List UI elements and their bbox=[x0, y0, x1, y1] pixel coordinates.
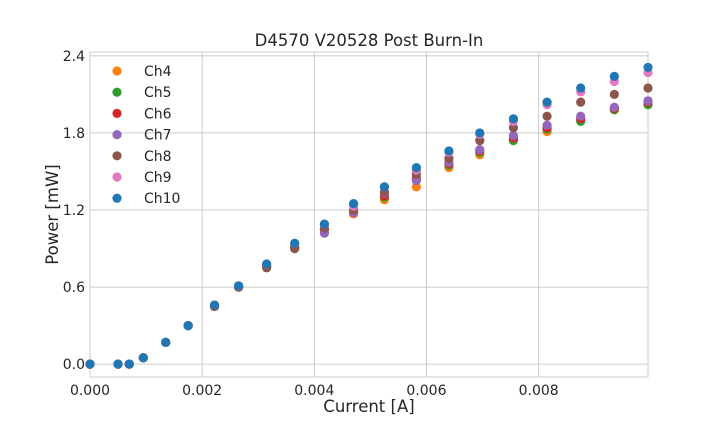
legend-label: Ch9 bbox=[144, 170, 172, 186]
data-point bbox=[319, 219, 330, 229]
legend-label: Ch4 bbox=[144, 64, 172, 80]
data-point bbox=[113, 359, 123, 369]
y-tick-label: 0.0 bbox=[63, 357, 85, 373]
data-point bbox=[475, 136, 485, 146]
legend-marker bbox=[112, 87, 122, 97]
legend-label: Ch10 bbox=[144, 191, 180, 207]
data-point bbox=[508, 130, 519, 141]
legend-item-ch10: Ch10 bbox=[112, 191, 180, 207]
data-point bbox=[161, 337, 171, 347]
data-point bbox=[411, 175, 421, 186]
x-tick-label: 0.008 bbox=[519, 383, 559, 399]
y-tick-label: 1.8 bbox=[63, 126, 85, 142]
data-point bbox=[411, 163, 421, 173]
data-point bbox=[475, 128, 485, 138]
legend-item-ch4: Ch4 bbox=[112, 64, 172, 80]
data-point bbox=[609, 102, 619, 112]
grid bbox=[89, 52, 648, 377]
data-point bbox=[411, 182, 421, 192]
x-axis-label: Current [A] bbox=[323, 397, 414, 416]
y-tick-label: 0.6 bbox=[63, 280, 85, 296]
data-point bbox=[576, 83, 586, 93]
legend-marker bbox=[112, 193, 122, 203]
data-point bbox=[475, 145, 485, 155]
data-point bbox=[643, 83, 653, 93]
data-point bbox=[643, 96, 653, 106]
data-points bbox=[85, 62, 653, 369]
data-point bbox=[85, 359, 95, 369]
data-point bbox=[290, 238, 300, 249]
x-tick-labels: 0.000 0.002 0.004 0.006 0.008 bbox=[70, 383, 559, 399]
legend-marker bbox=[112, 66, 122, 76]
data-point bbox=[609, 71, 619, 82]
series-ch8 bbox=[85, 83, 653, 369]
data-point bbox=[609, 89, 619, 99]
legend-label: Ch8 bbox=[144, 149, 172, 165]
data-point bbox=[444, 146, 454, 156]
data-point bbox=[124, 359, 134, 369]
y-tick-label: 2.4 bbox=[63, 49, 85, 65]
y-axis-label: Power [mW] bbox=[43, 164, 62, 264]
legend-marker bbox=[112, 108, 122, 118]
legend-item-ch9: Ch9 bbox=[112, 170, 172, 186]
legend-label: Ch6 bbox=[144, 106, 172, 122]
x-tick-label: 0.006 bbox=[406, 383, 446, 399]
legend-item-ch8: Ch8 bbox=[112, 149, 172, 165]
legend-marker bbox=[112, 172, 122, 182]
legend-label: Ch5 bbox=[144, 85, 172, 101]
x-tick-label: 0.002 bbox=[182, 383, 222, 399]
x-tick-label: 0.000 bbox=[70, 383, 110, 399]
data-point bbox=[576, 111, 586, 121]
data-point bbox=[348, 198, 359, 209]
data-point bbox=[542, 111, 552, 121]
x-tick-label: 0.004 bbox=[294, 383, 334, 399]
legend-item-ch6: Ch6 bbox=[112, 106, 172, 122]
y-tick-labels: 0.0 0.6 1.2 1.8 2.4 bbox=[63, 49, 85, 373]
data-point bbox=[508, 123, 519, 133]
data-point bbox=[542, 97, 552, 107]
legend-item-ch7: Ch7 bbox=[112, 128, 172, 144]
plot-frame bbox=[89, 51, 649, 378]
chart-title: D4570 V20528 Post Burn-In bbox=[255, 31, 484, 50]
data-point bbox=[643, 62, 653, 73]
data-point bbox=[234, 281, 244, 291]
data-point bbox=[508, 114, 519, 124]
series-ch10 bbox=[85, 62, 653, 369]
data-point bbox=[183, 321, 193, 331]
legend-item-ch5: Ch5 bbox=[112, 85, 172, 101]
data-point bbox=[576, 97, 586, 107]
y-tick-label: 1.2 bbox=[63, 203, 85, 219]
data-point bbox=[262, 259, 272, 269]
legend: Ch4 Ch5 Ch6 Ch7 Ch8 Ch9 Ch10 bbox=[112, 64, 180, 207]
legend-label: Ch7 bbox=[144, 128, 172, 144]
data-point bbox=[444, 154, 454, 164]
legend-marker bbox=[112, 130, 122, 140]
data-point bbox=[379, 182, 390, 192]
data-point bbox=[542, 120, 552, 130]
data-point bbox=[138, 353, 148, 363]
data-point bbox=[209, 300, 220, 310]
legend-marker bbox=[112, 151, 122, 161]
